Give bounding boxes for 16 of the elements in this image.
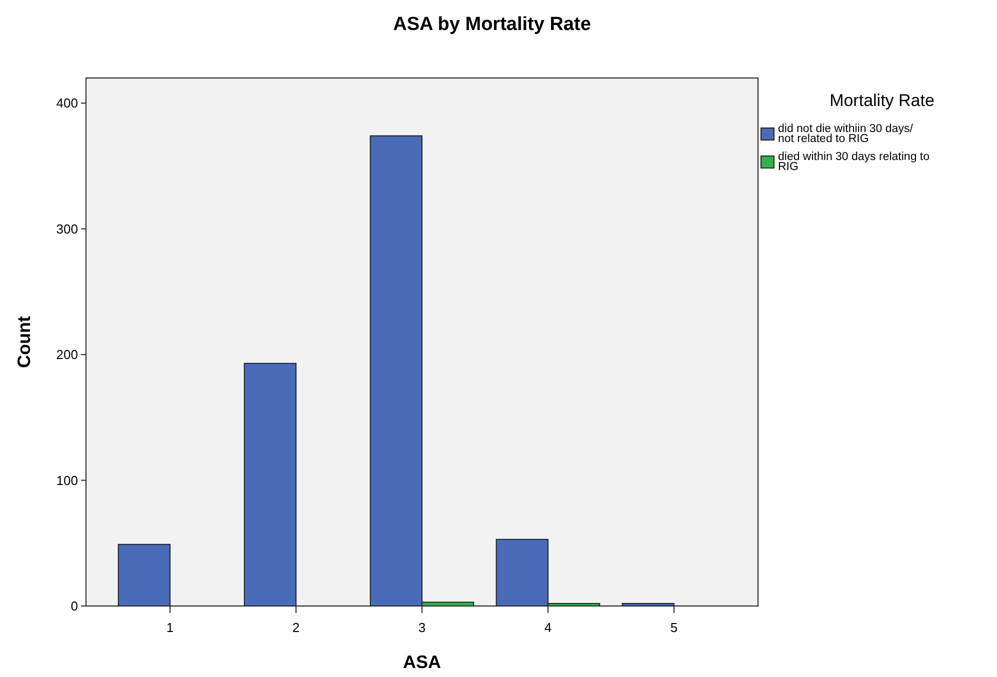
y-tick-label: 300 (56, 221, 78, 236)
x-tick-label: 3 (418, 620, 426, 635)
y-axis-title: Count (14, 316, 34, 368)
chart-title: ASA by Mortality Rate (393, 14, 591, 35)
legend-label: did not die withiin 30 days/ not related to RIG (778, 123, 914, 145)
x-tick-label: 4 (544, 620, 552, 635)
y-tick-label: 400 (56, 96, 78, 111)
x-tick-label: 5 (670, 620, 678, 635)
x-tick-label: 2 (292, 620, 300, 635)
y-tick-label: 200 (56, 347, 78, 362)
y-tick-label: 0 (70, 598, 78, 614)
x-axis-title: ASA (402, 652, 442, 672)
y-tick-label: 100 (56, 472, 78, 488)
legend-title: Mortality Rate (830, 91, 934, 110)
x-tick-label: 1 (166, 620, 174, 635)
legend-label: died within 30 days relating to RIG (778, 151, 930, 173)
